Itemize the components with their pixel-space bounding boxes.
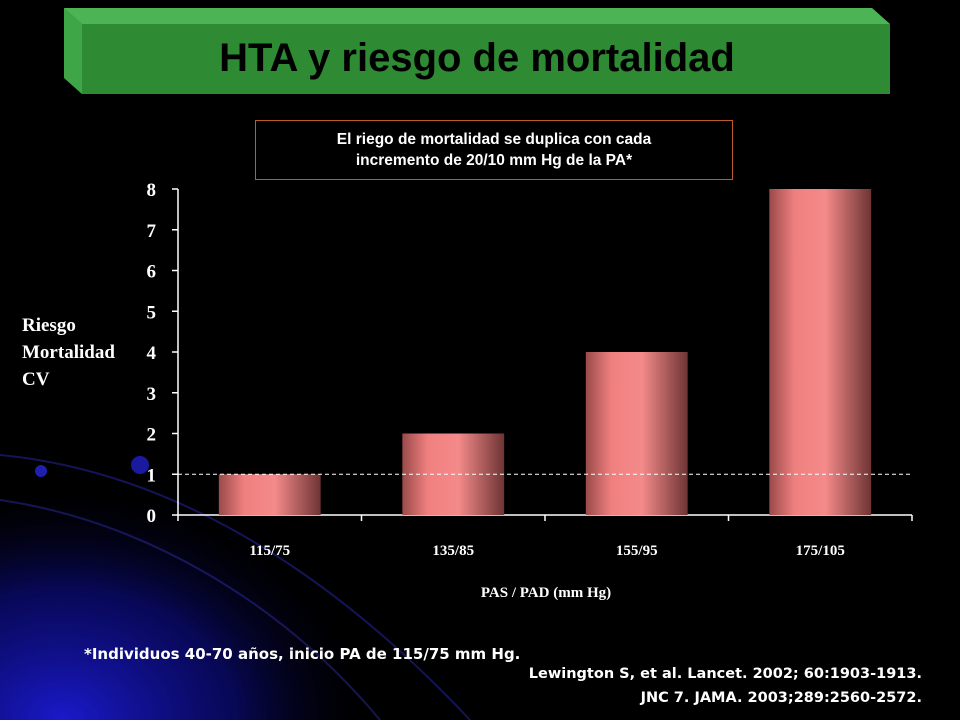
x-tick-label-175/105: 175/105	[796, 543, 845, 559]
reference-lancet: Lewington S, et al. Lancet. 2002; 60:190…	[528, 666, 922, 682]
y-tick-label-7: 7	[147, 221, 157, 242]
y-tick-label-4: 4	[147, 343, 157, 364]
note-line-1: El riego de mortalidad se duplica con ca…	[336, 131, 652, 148]
x-tick-label-155/95: 155/95	[616, 543, 658, 559]
bar-115/75	[218, 474, 321, 515]
chart-note-box: El riego de mortalidad se duplica con ca…	[255, 120, 733, 180]
y-axis-label-line-2: Mortalidad	[22, 342, 115, 363]
y-tick-label-5: 5	[147, 302, 157, 323]
bar-155/95	[585, 352, 688, 515]
x-tick-label-115/75: 115/75	[249, 543, 290, 559]
y-axis-label-line-1: Riesgo	[22, 315, 76, 336]
reference-jnc7: JNC 7. JAMA. 2003;289:2560-2572.	[640, 690, 922, 706]
y-tick-label-6: 6	[147, 262, 157, 283]
y-tick-label-1: 1	[147, 465, 157, 486]
y-axis-label: Riesgo Mortalidad CV	[22, 312, 152, 393]
note-line-2: incremento de 20/10 mm Hg de la PA*	[355, 152, 633, 169]
page-title: HTA y riesgo de mortalidad	[219, 36, 735, 80]
chart-bars	[178, 189, 912, 515]
x-axis-label: PAS / PAD (mm Hg)	[481, 585, 611, 601]
y-tick-label-0: 0	[147, 506, 157, 527]
y-axis-label-line-3: CV	[22, 369, 50, 390]
title-banner	[64, 8, 890, 94]
footnote: *Individuos 40-70 años, inicio PA de 115…	[84, 645, 521, 663]
y-tick-label-2: 2	[147, 425, 157, 446]
chart-labels: 0 1 2 3 4 5 6 7 8 115/75 135/85 155/95 175/105	[147, 180, 845, 559]
x-tick-label-135/85: 135/85	[432, 543, 474, 559]
y-tick-label-3: 3	[147, 384, 157, 405]
y-tick-label-8: 8	[147, 180, 157, 201]
bar-175/105	[769, 189, 872, 515]
